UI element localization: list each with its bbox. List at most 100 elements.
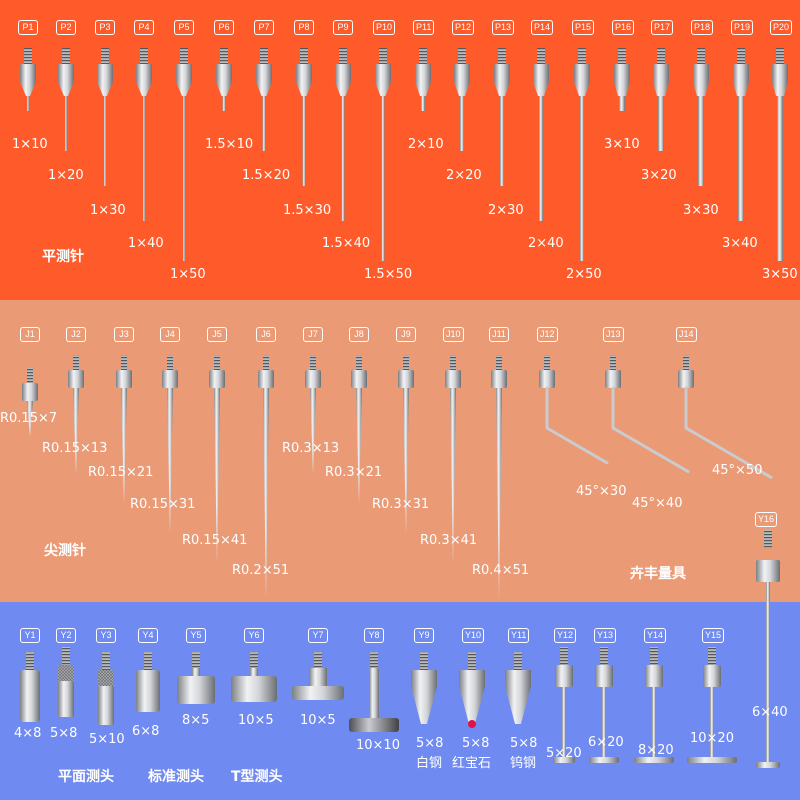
- probe-collar: [494, 64, 510, 82]
- head-stem: [562, 687, 566, 757]
- probe-stem: [143, 96, 145, 221]
- head-size: 5×8: [50, 726, 78, 741]
- probe-stem: [302, 96, 306, 186]
- probe-thread: [776, 48, 784, 66]
- probe-bent-needle: [611, 386, 690, 473]
- head-part: [98, 652, 114, 725]
- flat-probe: [733, 48, 749, 221]
- pointed-probe: [305, 355, 321, 474]
- probe-thread: [260, 48, 268, 66]
- probe-collar: [533, 64, 549, 82]
- probe-needle: [73, 388, 79, 474]
- probe-collar: [20, 64, 36, 82]
- flat-probe-size: 1×40: [128, 236, 164, 251]
- probe-collar: [58, 64, 74, 82]
- probe-thread: [167, 355, 173, 371]
- probe-collar: [258, 370, 274, 388]
- head-size: 8×5: [182, 713, 210, 728]
- head-neck: [192, 668, 200, 676]
- flat-probe: [20, 48, 36, 111]
- probe-thread: [101, 48, 109, 66]
- flat-probe-size: 1×30: [90, 203, 126, 218]
- pointed-probe: [678, 355, 773, 479]
- pointed-probe: [209, 355, 225, 564]
- probe-collar: [97, 64, 113, 82]
- head-code: Y14: [644, 628, 667, 643]
- probe-stem: [104, 96, 106, 186]
- probe-thread: [610, 355, 616, 371]
- probe-collar: [176, 64, 192, 82]
- head-code: Y11: [508, 628, 530, 643]
- head-code: Y8: [364, 628, 384, 643]
- head-foot: [589, 757, 619, 763]
- head-size: 8×20: [638, 743, 674, 758]
- flat-probe-size: 2×20: [446, 168, 482, 183]
- probe-taper: [97, 82, 113, 96]
- head-size: 10×20: [690, 731, 734, 746]
- probe-thread: [737, 48, 745, 66]
- pointed-probe-size: R0.3×21: [325, 465, 383, 480]
- probe-stem: [738, 96, 744, 221]
- probe-collar: [136, 64, 152, 82]
- head-size: 5×20: [546, 746, 582, 761]
- probe-collar: [445, 370, 461, 388]
- probe-thread: [24, 48, 32, 66]
- head-shapes: [20, 530, 780, 768]
- flat-probe: [176, 48, 192, 261]
- probe-thread: [263, 355, 269, 371]
- probe-thread: [300, 48, 308, 66]
- flat-head-label: 平面测头: [58, 769, 114, 785]
- head-part: [589, 647, 619, 763]
- head-foot: [756, 762, 780, 768]
- probe-taper: [58, 82, 74, 96]
- probe-stem: [619, 96, 625, 111]
- probe-collar: [375, 64, 391, 82]
- flat-probe-size: 1×20: [48, 168, 84, 183]
- pointed-probe-size: R0.3×31: [372, 497, 430, 512]
- pointed-probe: [539, 355, 609, 465]
- probe-collar: [116, 370, 132, 388]
- head-thread: [514, 652, 522, 670]
- probe-collar: [614, 64, 630, 82]
- t-head-label: T型测头: [231, 769, 283, 785]
- head-size: 10×5: [300, 713, 336, 728]
- flat-probe-code: P5: [174, 20, 194, 35]
- head-collar: [703, 665, 721, 687]
- flat-probe-code: P11: [413, 20, 435, 35]
- probe-collar: [305, 370, 321, 388]
- head-stem: [602, 687, 606, 757]
- pointed-probe-code: J11: [489, 327, 509, 342]
- pointed-probe-code: J5: [207, 327, 227, 342]
- probe-collar: [415, 64, 431, 82]
- flat-probe-code: P20: [770, 20, 793, 35]
- probe-taper: [614, 82, 630, 96]
- probe-taper: [20, 82, 36, 96]
- pointed-probe-code: J12: [537, 327, 558, 342]
- probe-thread: [618, 48, 626, 66]
- head-knurl: [98, 670, 114, 686]
- head-collar: [555, 665, 573, 687]
- probe-thread: [578, 48, 586, 66]
- flat-probe-size: 1×10: [12, 137, 48, 152]
- probe-needle: [450, 388, 456, 564]
- probe-thread: [498, 48, 506, 66]
- head-collar: [459, 670, 485, 686]
- probe-stem: [580, 96, 584, 261]
- pointed-probe: [605, 355, 690, 473]
- pointed-probe-size: R0.3×13: [282, 441, 340, 456]
- probe-collar: [733, 64, 749, 82]
- head-thread: [192, 652, 200, 670]
- head-code: Y1: [20, 628, 40, 643]
- flat-probe: [614, 48, 630, 111]
- probe-needle: [27, 401, 33, 437]
- head-thread: [420, 652, 428, 670]
- flat-probe: [494, 48, 510, 186]
- flat-probe-code: P10: [373, 20, 396, 35]
- probe-taper: [693, 82, 709, 96]
- probe-taper: [375, 82, 391, 96]
- probe-thread: [121, 355, 127, 371]
- probe-taper: [454, 82, 470, 96]
- probe-collar: [296, 64, 312, 82]
- head-stem: [766, 582, 770, 766]
